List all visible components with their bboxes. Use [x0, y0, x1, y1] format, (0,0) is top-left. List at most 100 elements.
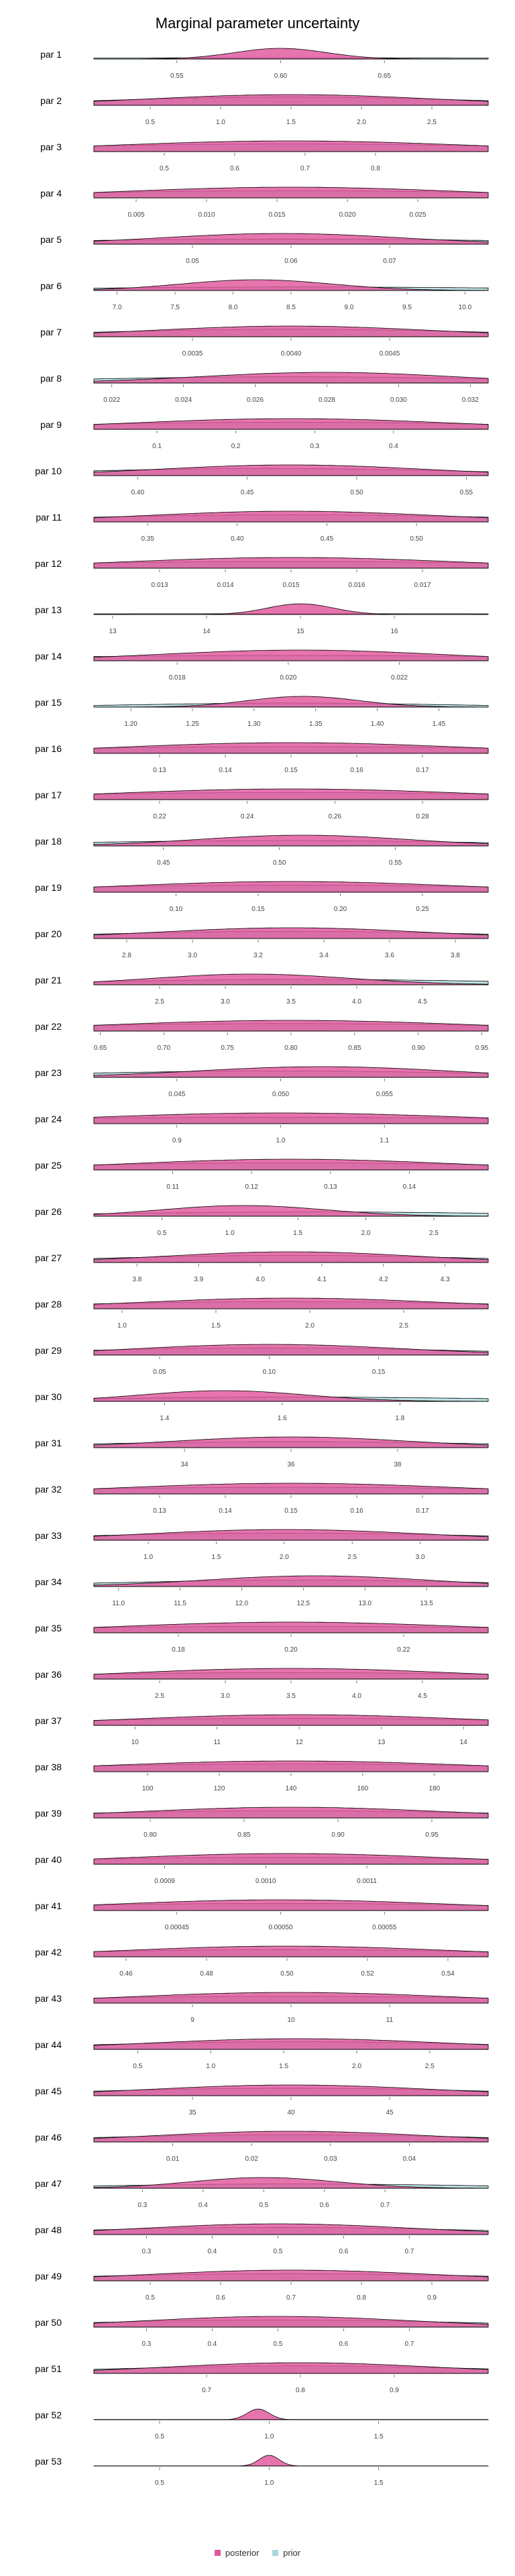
posterior-density — [93, 2223, 489, 2235]
posterior-density — [93, 1992, 489, 2004]
tick-label: 3.9 — [194, 1276, 203, 1283]
tick-label: 3.0 — [188, 952, 197, 959]
tick-label: 34 — [181, 1461, 189, 1468]
tick-label: 9.5 — [402, 304, 412, 311]
panel-label: par 49 — [35, 2271, 62, 2282]
tick-label: 140 — [286, 1785, 297, 1792]
tick-label: 0.13 — [324, 1183, 337, 1191]
tick-label: 0.45 — [241, 489, 254, 496]
tick-label: 14 — [460, 1739, 468, 1746]
tick-label: 0.5 — [160, 165, 169, 172]
tick-label: 13 — [378, 1739, 386, 1746]
posterior-density — [93, 186, 489, 199]
tick-label: 0.15 — [284, 1507, 298, 1515]
legend-swatch-posterior — [214, 2550, 221, 2556]
tick-label: 3.5 — [286, 998, 296, 1006]
tick-label: 2.5 — [425, 2063, 435, 2070]
tick-label: 0.7 — [404, 2248, 414, 2255]
posterior-density — [93, 557, 489, 569]
tick-label: 1.0 — [264, 2479, 274, 2487]
tick-label: 0.7 — [202, 2387, 211, 2394]
legend-label-posterior: posterior — [225, 2548, 260, 2558]
panel-label: par 47 — [35, 2178, 62, 2189]
tick-label: 0.0009 — [154, 1878, 175, 1885]
panel-label: par 53 — [35, 2456, 62, 2467]
tick-label: 0.018 — [169, 674, 186, 682]
tick-label: 8.0 — [229, 304, 238, 311]
panel-label: par 1 — [40, 49, 62, 60]
tick-label: 3.4 — [319, 952, 329, 959]
posterior-density — [94, 603, 488, 615]
tick-label: 0.00055 — [372, 1924, 397, 1931]
tick-label: 4.0 — [352, 998, 361, 1006]
tick-label: 0.20 — [284, 1646, 298, 1654]
tick-label: 3.6 — [385, 952, 394, 959]
panel-label: par 33 — [35, 1530, 62, 1541]
panel-label: par 9 — [40, 419, 62, 430]
posterior-density — [93, 1945, 489, 1957]
tick-label: 0.6 — [230, 165, 239, 172]
tick-label: 0.7 — [286, 2294, 296, 2302]
tick-label: 0.022 — [103, 396, 120, 404]
posterior-density — [93, 1853, 489, 1865]
tick-label: 0.17 — [416, 1507, 429, 1515]
tick-label: 0.7 — [300, 165, 310, 172]
posterior-density — [93, 788, 489, 800]
tick-label: 3.5 — [286, 1693, 296, 1700]
tick-label: 0.07 — [383, 258, 396, 265]
tick-label: 0.055 — [376, 1091, 393, 1098]
tick-label: 0.050 — [272, 1091, 289, 1098]
tick-label: 0.50 — [350, 489, 363, 496]
tick-label: 35 — [188, 2109, 196, 2116]
posterior-density — [93, 835, 489, 847]
tick-label: 0.45 — [321, 535, 334, 543]
posterior-density — [93, 927, 489, 939]
posterior-density — [93, 94, 489, 106]
tick-label: 1.1 — [380, 1137, 389, 1144]
tick-label: 0.22 — [397, 1646, 410, 1654]
tick-label: 160 — [357, 1785, 369, 1792]
tick-label: 11.0 — [112, 1600, 125, 1607]
tick-label: 1.45 — [433, 720, 446, 728]
panel-label: par 42 — [35, 1947, 62, 1957]
panel-label: par 50 — [35, 2317, 62, 2328]
panel-label: par 43 — [35, 1993, 62, 2004]
posterior-density — [93, 1483, 489, 1495]
tick-label: 2.5 — [155, 998, 164, 1006]
posterior-density — [93, 1436, 489, 1448]
tick-label: 0.11 — [166, 1183, 179, 1191]
panel-label: par 18 — [35, 836, 62, 847]
tick-label: 0.5 — [155, 2433, 164, 2440]
panel-label: par 39 — [35, 1808, 62, 1819]
tick-label: 3.0 — [416, 1554, 425, 1561]
tick-label: 1.40 — [371, 720, 384, 728]
tick-label: 0.54 — [441, 1970, 455, 1978]
tick-label: 0.12 — [245, 1183, 258, 1191]
tick-label: 3.0 — [221, 1693, 230, 1700]
tick-label: 0.46 — [119, 1970, 133, 1978]
tick-label: 0.028 — [319, 396, 335, 404]
panel-label: par 29 — [35, 1345, 62, 1356]
tick-label: 0.2 — [231, 443, 241, 450]
tick-label: 0.06 — [284, 258, 298, 265]
tick-label: 0.014 — [217, 582, 233, 589]
tick-label: 0.20 — [334, 906, 347, 913]
panel-label: par 19 — [35, 882, 62, 893]
posterior-density — [93, 2038, 489, 2050]
tick-label: 9 — [190, 2017, 194, 2024]
posterior-density — [93, 881, 489, 893]
legend-swatch-prior — [272, 2550, 279, 2556]
tick-label: 0.5 — [157, 1230, 166, 1237]
tick-label: 0.90 — [412, 1044, 425, 1052]
panel-label: par 51 — [35, 2363, 62, 2374]
tick-label: 0.95 — [425, 1831, 439, 1839]
tick-label: 0.16 — [350, 1507, 363, 1515]
tick-label: 0.25 — [416, 906, 429, 913]
tick-label: 0.80 — [284, 1044, 298, 1052]
posterior-density — [93, 2177, 489, 2189]
tick-label: 0.14 — [219, 767, 232, 774]
tick-label: 12.0 — [235, 1600, 249, 1607]
tick-label: 1.5 — [286, 119, 296, 126]
tick-label: 100 — [142, 1785, 154, 1792]
